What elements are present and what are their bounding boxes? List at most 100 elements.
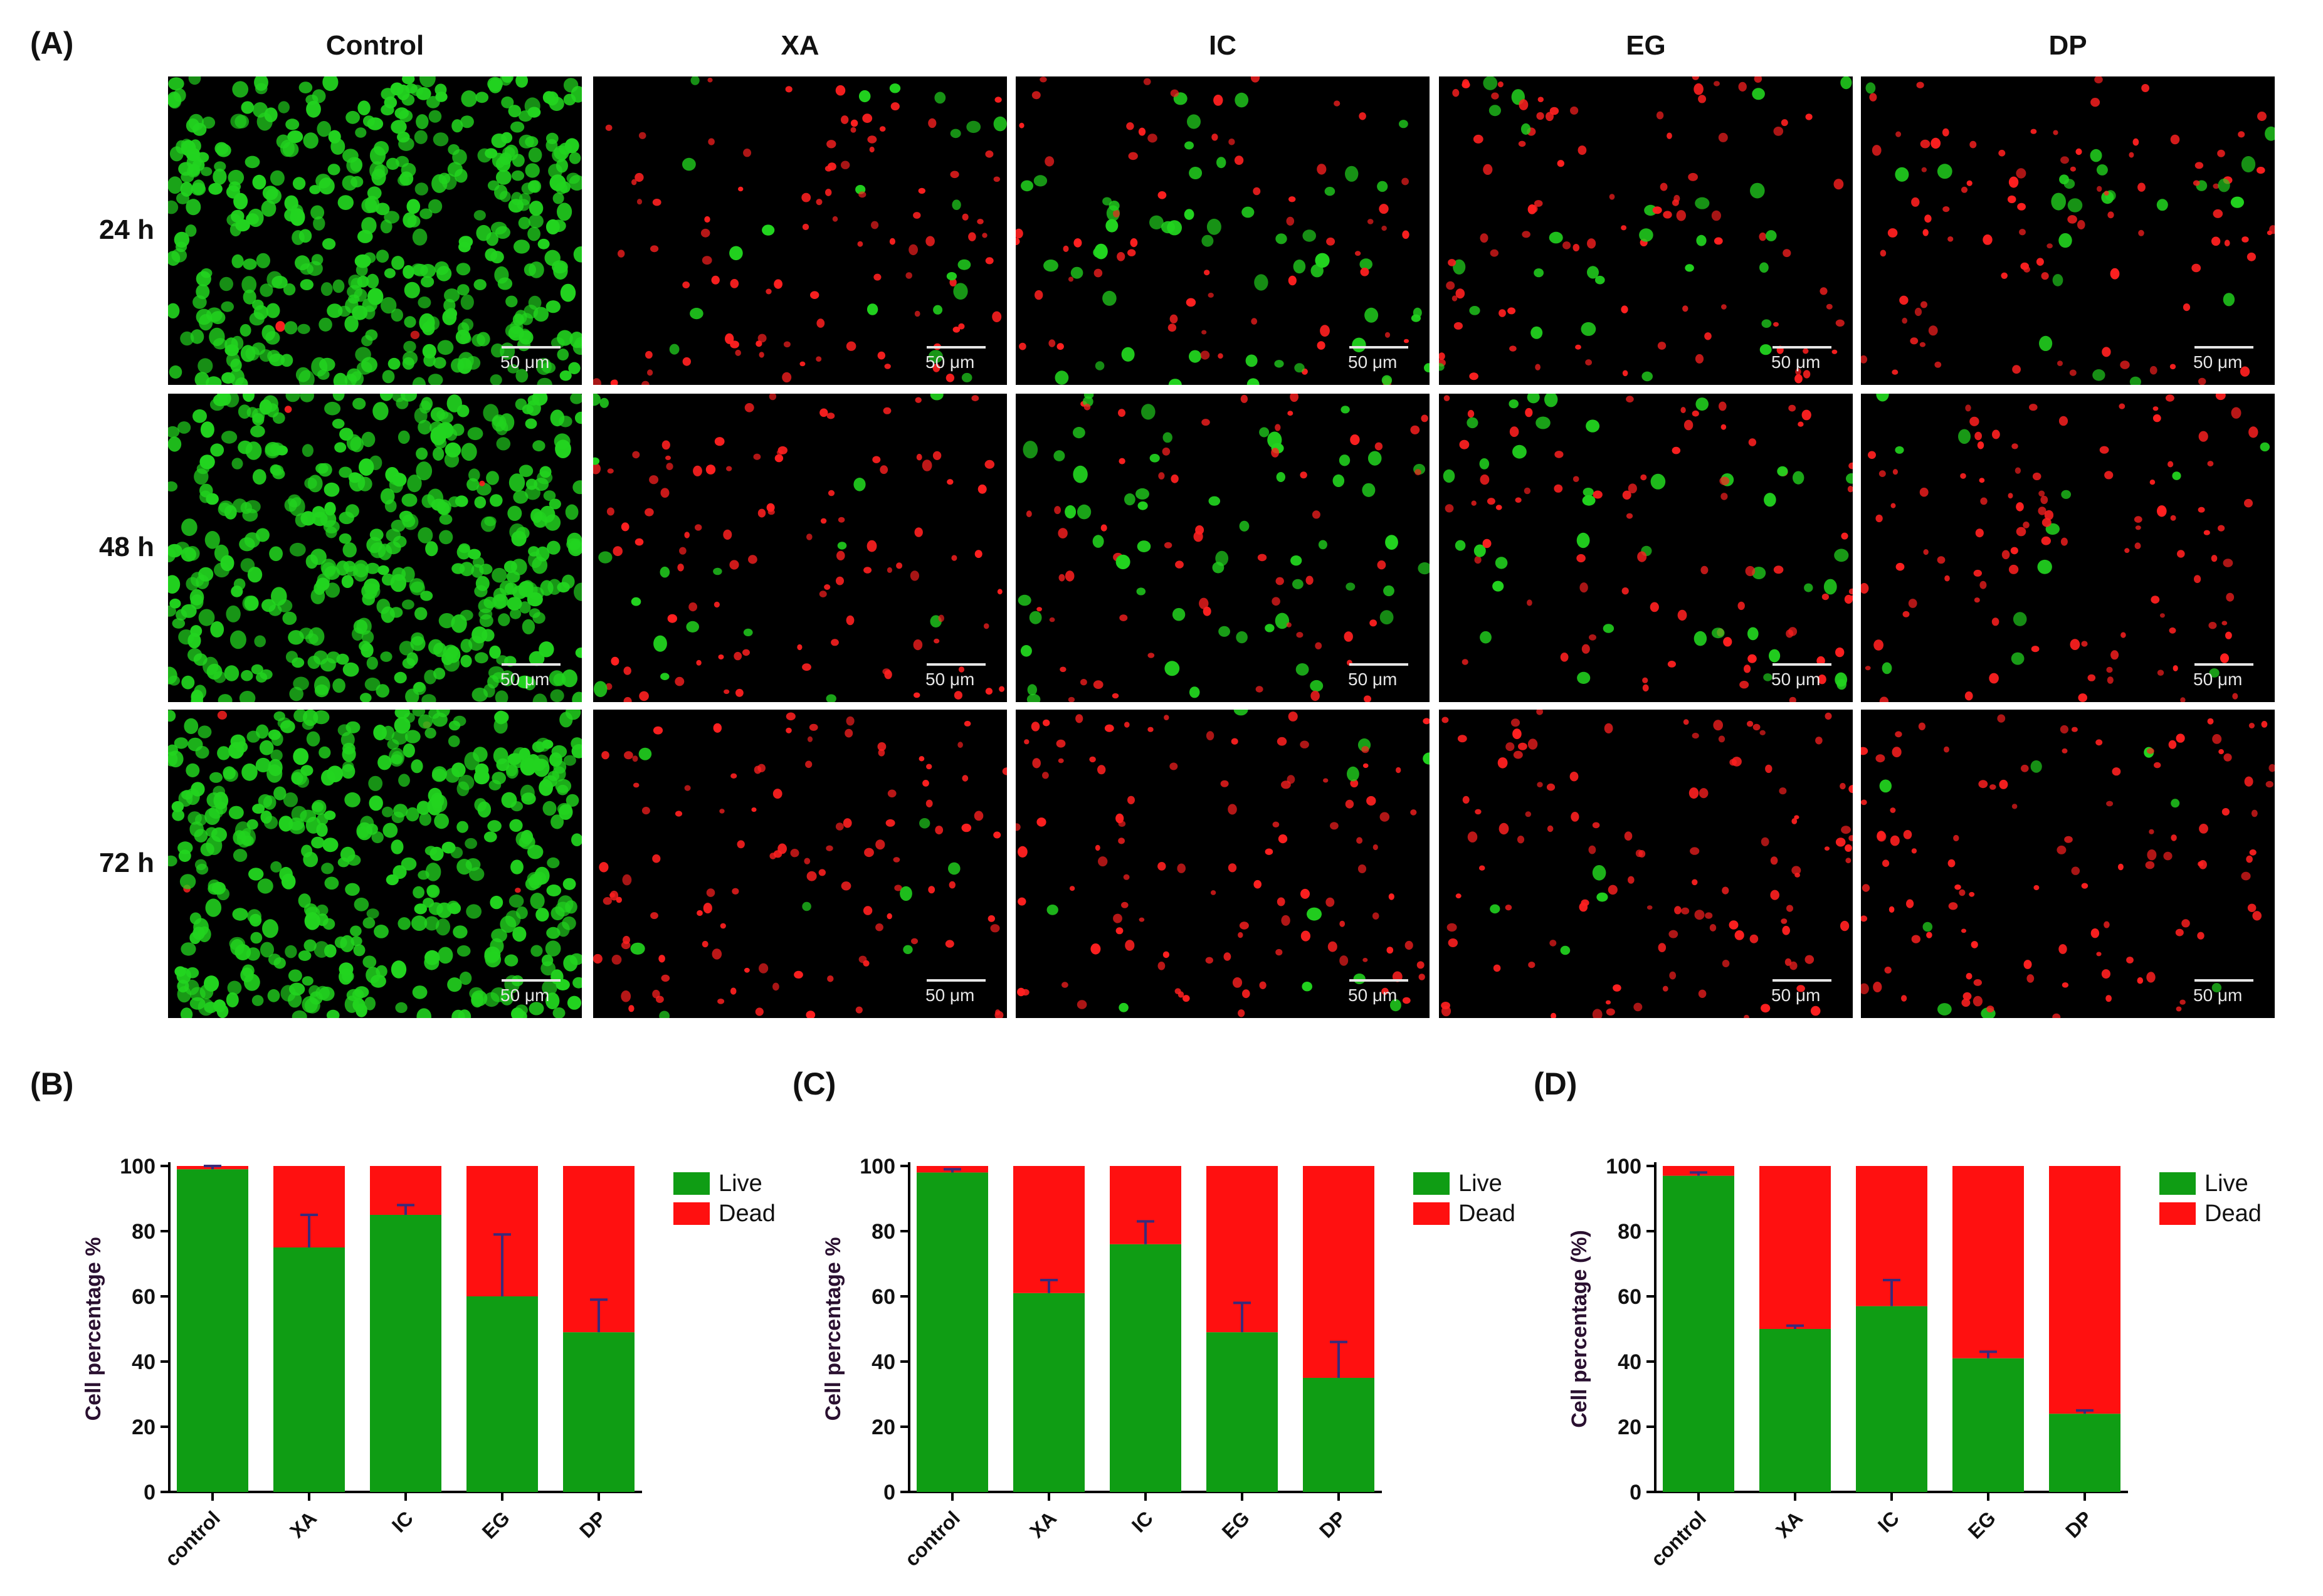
scale-bar <box>927 346 986 349</box>
legend-swatch-live <box>673 1172 710 1195</box>
scale-bar-label: 50 μm <box>2193 352 2243 372</box>
y-tick-label: 0 <box>883 1481 895 1504</box>
y-tick-label: 100 <box>120 1155 155 1179</box>
scale-bar <box>1773 346 1831 349</box>
column-header-control: Control <box>325 30 424 61</box>
micrograph-ic-48h: 50 μm <box>1016 394 1430 702</box>
legend-swatch-live <box>1413 1172 1450 1195</box>
micrograph-ic-72h: 50 μm <box>1016 710 1430 1018</box>
scale-bar-label: 50 μm <box>925 352 975 372</box>
panel-d-label: (D) <box>1534 1066 1578 1101</box>
bar-dead-eg <box>1952 1166 2024 1358</box>
bar-live-dp <box>563 1332 635 1492</box>
x-tick-label-ic: IC <box>1127 1506 1157 1536</box>
column-header-ic: IC <box>1209 30 1236 61</box>
bar-live-dp <box>2049 1414 2120 1492</box>
y-tick-label: 80 <box>1618 1220 1641 1244</box>
x-tick-label-control: control <box>161 1506 224 1570</box>
x-tick-label-dp: DP <box>1315 1506 1351 1542</box>
y-tick-label: 0 <box>1630 1481 1641 1504</box>
bar-dead-xa <box>1759 1166 1831 1329</box>
scale-bar-label: 50 μm <box>1771 669 1821 689</box>
scale-bar <box>502 346 561 349</box>
micrograph-ic-24h: 50 μm <box>1016 76 1430 385</box>
legend-label-dead: Dead <box>2204 1200 2262 1227</box>
bar-live-ic <box>1110 1244 1181 1492</box>
bar-live-eg <box>1206 1332 1278 1492</box>
scale-bar-label: 50 μm <box>925 985 975 1005</box>
scale-bar <box>1349 346 1408 349</box>
x-tick-label-eg: EG <box>1964 1506 2000 1543</box>
y-tick-label: 60 <box>132 1285 155 1309</box>
scale-bar-label: 50 μm <box>1348 669 1398 689</box>
micrograph-dp-24h: 50 μm <box>1861 76 2275 385</box>
chart-c: 0 20 40 60 80 100 Cell percentage % control XA IC… <box>790 1116 1542 1595</box>
x-tick-label-control: control <box>1646 1506 1710 1570</box>
scale-bar <box>2194 346 2253 349</box>
row-label-24h: 24 h <box>98 214 154 245</box>
legend-label-dead: Dead <box>1458 1200 1515 1227</box>
panel-c-label: (C) <box>793 1066 836 1101</box>
micrograph-xa-72h: 50 μm <box>593 710 1007 1018</box>
scale-bar-label: 50 μm <box>2193 985 2243 1005</box>
panel-a-label: (A) <box>30 26 74 61</box>
bar-live-eg <box>1952 1358 2024 1492</box>
legend-swatch-dead <box>1413 1202 1450 1225</box>
scale-bar-label: 50 μm <box>2193 669 2243 689</box>
scale-bar-label: 50 μm <box>500 669 550 689</box>
scale-bar <box>927 663 986 666</box>
micrograph-dp-48h: 50 μm <box>1861 394 2275 702</box>
bar-live-control <box>1663 1175 1734 1492</box>
scale-bar <box>2194 663 2253 666</box>
scale-bar <box>2194 979 2253 982</box>
micrograph-dp-72h: 50 μm <box>1861 710 2275 1018</box>
y-tick-label: 40 <box>132 1350 155 1374</box>
panel-b-label: (B) <box>30 1066 74 1101</box>
y-tick-label: 100 <box>1606 1155 1641 1179</box>
y-tick-label: 0 <box>144 1481 155 1504</box>
micrograph-xa-48h: 50 μm <box>593 394 1007 702</box>
y-tick-label: 20 <box>1618 1415 1641 1439</box>
chart-d-svg: 0 20 40 60 80 100 Cell percentage (%) control XA… <box>1567 1155 2262 1571</box>
bar-live-eg <box>466 1296 538 1492</box>
scale-bar-label: 50 μm <box>925 669 975 689</box>
bar-live-xa <box>1013 1293 1085 1492</box>
x-tick-label-ic: IC <box>1873 1506 1904 1536</box>
legend-swatch-live <box>2159 1172 2196 1195</box>
x-tick-label-xa: XA <box>285 1506 321 1542</box>
x-tick-label-xa: XA <box>1771 1506 1807 1542</box>
x-tick-label-eg: EG <box>478 1506 514 1543</box>
y-tick-label: 100 <box>860 1155 895 1179</box>
y-axis-title: Cell percentage % <box>821 1237 845 1421</box>
scale-bar-label: 50 μm <box>1348 985 1398 1005</box>
x-tick-label-dp: DP <box>575 1506 611 1542</box>
y-axis-title: Cell percentage (%) <box>1567 1230 1591 1428</box>
scale-bar-label: 50 μm <box>1771 352 1821 372</box>
y-tick-label: 20 <box>132 1415 155 1439</box>
scale-bar <box>502 663 561 666</box>
y-tick-label: 80 <box>132 1220 155 1244</box>
micrograph-control-72h: 50 μm <box>168 710 582 1018</box>
chart-d: 0 20 40 60 80 100 Cell percentage (%) control XA… <box>1536 1116 2314 1595</box>
x-tick-label-eg: EG <box>1218 1506 1254 1543</box>
bar-live-ic <box>1856 1306 1927 1492</box>
bar-dead-xa <box>1013 1166 1085 1293</box>
legend-label-live: Live <box>1458 1170 1502 1197</box>
y-tick-label: 80 <box>872 1220 895 1244</box>
chart-c-svg: 0 20 40 60 80 100 Cell percentage % control XA IC… <box>821 1155 1515 1571</box>
scale-bar-label: 50 μm <box>1771 985 1821 1005</box>
chart-b: 0 20 40 60 80 100 Cell percentage % control XA IC… <box>50 1116 803 1595</box>
y-tick-label: 20 <box>872 1415 895 1439</box>
chart-b-svg: 0 20 40 60 80 100 Cell percentage % control XA IC… <box>82 1155 776 1571</box>
bar-live-ic <box>370 1215 441 1492</box>
micrograph-eg-24h: 50 μm <box>1439 76 1853 385</box>
column-header-eg: EG <box>1626 30 1666 61</box>
micrograph-control-24h: 50 μm <box>168 76 582 385</box>
legend-label-live: Live <box>2204 1170 2248 1197</box>
legend-label-live: Live <box>719 1170 762 1197</box>
legend-swatch-dead <box>673 1202 710 1225</box>
x-tick-label-ic: IC <box>387 1506 418 1536</box>
scale-bar-label: 50 μm <box>500 352 550 372</box>
scale-bar <box>1773 979 1831 982</box>
bar-live-control <box>177 1169 248 1492</box>
